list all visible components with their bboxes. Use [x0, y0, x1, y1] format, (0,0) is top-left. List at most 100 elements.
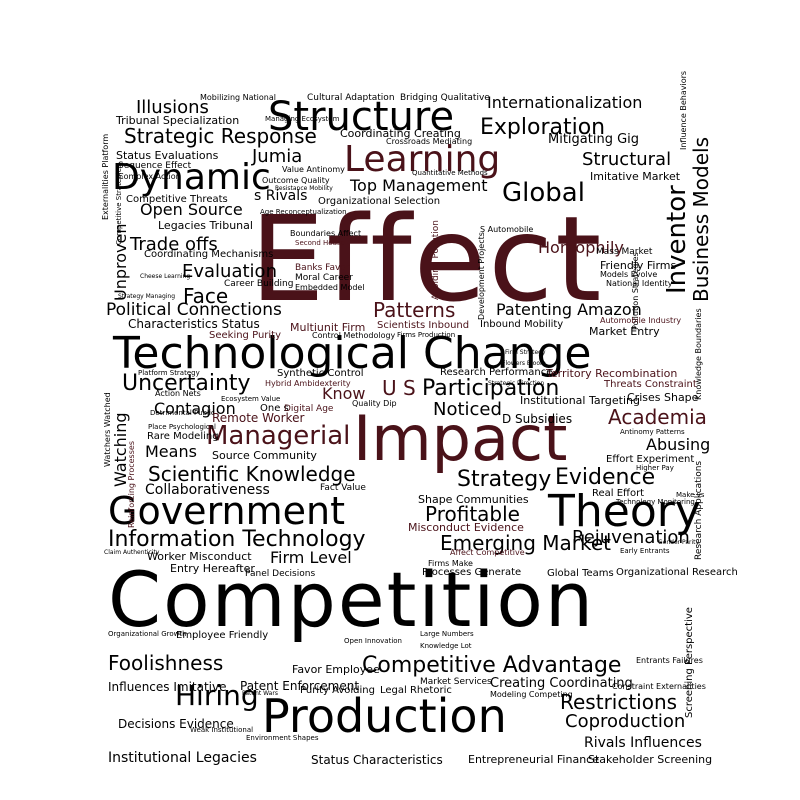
- word-mitigating-gig: Mitigating Gig: [548, 132, 640, 147]
- word-jumia: Jumia: [252, 146, 303, 167]
- word-managing-ecosystem: Managing Ecosystem: [265, 115, 340, 123]
- word-watchers-watched: Watchers Watched: [103, 392, 112, 467]
- word-shape-communities: Shape Communities: [418, 493, 529, 506]
- word-age-reconceptualization: Age Reconceptualization: [260, 208, 347, 216]
- word-hybrid-ambidexterity: Hybrid Ambidexterity: [265, 379, 351, 388]
- word-one-s: One s: [260, 403, 289, 414]
- word-collaborativeness: Collaborativeness: [145, 482, 270, 498]
- word-ecosystem-value: Ecosystem Value: [221, 395, 281, 403]
- word-market-entry: Market Entry: [589, 325, 660, 338]
- word-patent-wars: Patent Wars: [242, 690, 278, 697]
- word-automobile-industry: Automobile Industry: [600, 316, 682, 325]
- word-reinforcing-processes: Reinforcing Processes: [127, 441, 136, 528]
- word-emerging-market: Emerging Market: [440, 531, 612, 555]
- word-remote-worker: Remote Worker: [212, 411, 305, 425]
- word-know: Know: [322, 384, 366, 403]
- word-purity-avoiding: Purity Avoiding: [300, 685, 375, 696]
- word-profitable: Profitable: [425, 502, 520, 526]
- word-tribunal-specialization: Tribunal Specialization: [116, 114, 240, 127]
- word-open-source: Open Source: [140, 200, 243, 219]
- word-make-vs: Make vs: [676, 491, 705, 499]
- word-coproduction: Coproduction: [565, 711, 686, 732]
- word-creating-coordinating: Creating Coordinating: [490, 676, 633, 691]
- word-evaluation: Evaluation: [182, 261, 277, 282]
- word-open-innovation: Open Innovation: [344, 637, 402, 645]
- word-claim-authenticity: Claim Authenticity: [104, 549, 160, 556]
- word-d-subsidies: D Subsidies: [502, 412, 573, 426]
- word-stakeholder-screening: Stakeholder Screening: [588, 753, 713, 766]
- word-learning: Learning: [344, 139, 501, 180]
- word-impact: Impact: [353, 402, 568, 475]
- word-entry-hereafter: Entry Hereafter: [170, 562, 255, 575]
- word-cheese-learning: Cheese Learning: [140, 273, 191, 280]
- word-processes-generate: Processes Generate: [422, 567, 522, 578]
- word-knowledge-lot: Knowledge Lot: [420, 642, 472, 650]
- word-restrictions: Restrictions: [560, 690, 678, 714]
- word-competitive-threats: Competitive Threats: [126, 194, 228, 205]
- word-strategy: Strategy: [457, 467, 552, 492]
- word-dynamic: Dynamic: [112, 157, 271, 198]
- word-top-management: Top Management: [350, 176, 488, 195]
- word-academia: Academia: [608, 405, 707, 429]
- word-trade-offs: Trade offs: [130, 234, 218, 255]
- word-s-rivals: s Rivals: [254, 188, 308, 204]
- word-government: Government: [108, 489, 345, 533]
- word-real-effort: Real Effort: [592, 488, 645, 499]
- word-national-identity: National Identity: [606, 279, 673, 288]
- word-s-automobile: S Automobile: [480, 225, 534, 234]
- word-scientific-knowledge: Scientific Knowledge: [148, 462, 356, 486]
- word-technological-change: Technological Change: [113, 328, 592, 379]
- word-quantitative-methods: Quantitative Methods: [412, 169, 488, 177]
- word-flowers-bloom: Flowers Bloom: [502, 360, 546, 367]
- word-exploration: Exploration: [480, 115, 606, 140]
- word-abusing: Abusing: [646, 435, 711, 454]
- word-constraint-externalities: Constraint Externalities: [612, 682, 706, 691]
- word-rivals-influences: Rivals Influences: [584, 735, 702, 751]
- word-foolishness: Foolishness: [108, 651, 224, 675]
- word-career-building: Career Building: [224, 279, 294, 289]
- word-outcome-quality: Outcome Quality: [262, 176, 330, 185]
- word-firms-make: Firms Make: [428, 559, 473, 568]
- word-legal-rhetoric: Legal Rhetoric: [380, 685, 452, 696]
- word-organizational-growth: Organizational Growth: [108, 630, 187, 638]
- word-research-performance: Research Performance: [440, 367, 553, 378]
- word-entrants-failures: Entrants Failures: [636, 656, 703, 665]
- word-hiring: Hiring: [175, 679, 259, 712]
- word-mass-market: Mass Market: [596, 247, 653, 257]
- word-patent-enforcement: Patent Enforcement: [240, 679, 360, 693]
- word-decisions-evidence: Decisions Evidence: [118, 717, 234, 731]
- word-mobilizing-national: Mobilizing National: [200, 93, 276, 102]
- word-managerial: Managerial: [206, 421, 351, 451]
- word-digital-age: Digital Age: [284, 404, 334, 414]
- word-political-connections: Political Connections: [106, 300, 282, 320]
- word-banks-favor: Banks Favor: [295, 263, 350, 273]
- word-sequence-effect: Sequence Effect: [118, 161, 192, 171]
- word-quality-dip: Quality Dip: [352, 399, 397, 408]
- word-control-methodology: Control Methodology: [312, 331, 396, 340]
- word-rare-modeling: Rare Modeling: [147, 431, 219, 442]
- word-strategic-direction: Strategic Direction: [488, 380, 545, 387]
- word-territory-recombination: Territory Recombination: [546, 367, 678, 380]
- word-competitive-advantage: Competitive Advantage: [362, 653, 622, 678]
- word-internationalization: Internationalization: [487, 93, 643, 112]
- word-strategic-response: Strategic Response: [124, 124, 317, 148]
- word-firm-level: Firm Level: [270, 548, 352, 567]
- word-organizational-research: Organizational Research: [616, 567, 738, 578]
- word-noticed: Noticed: [433, 399, 502, 420]
- word-participation: Participation: [422, 376, 560, 401]
- word-business-models: Business Models: [689, 136, 713, 302]
- word-environment-shapes: Environment Shapes: [246, 734, 319, 742]
- word-favor-employee: Favor Employee: [292, 663, 380, 676]
- word-homophily: Homophily: [538, 238, 624, 257]
- word-higher-pay: Higher Pay: [636, 464, 674, 472]
- word-evidence: Evidence: [555, 465, 656, 490]
- word-employee-friendly: Employee Friendly: [176, 630, 269, 641]
- word-status-evaluations: Status Evaluations: [116, 149, 219, 162]
- word-inbound-mobility: Inbound Mobility: [480, 319, 564, 330]
- word-scientists-inbound: Scientists Inbound: [377, 320, 470, 331]
- word-platform-strategy: Platform Strategy: [138, 369, 200, 377]
- word-uncertainty: Uncertainty: [122, 371, 251, 396]
- word-multiunit-firm: Multiunit Firm: [290, 321, 366, 334]
- word-institutional-legacies: Institutional Legacies: [108, 750, 257, 766]
